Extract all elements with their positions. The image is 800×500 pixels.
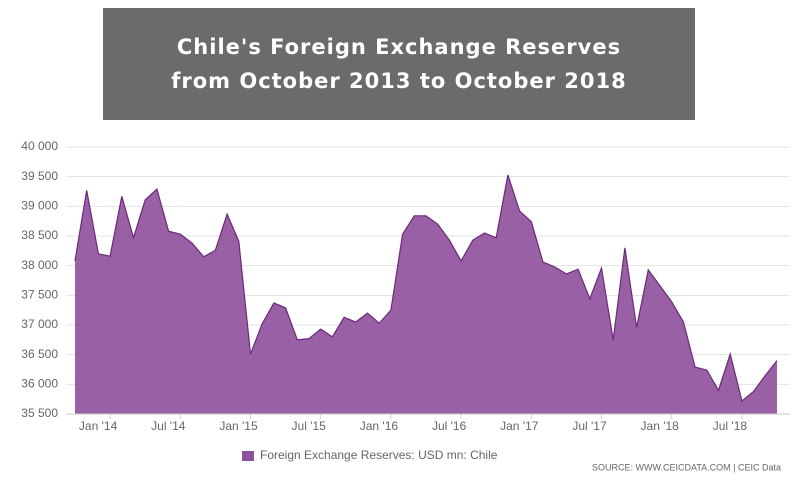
area-fill — [75, 174, 777, 414]
x-tick-label: Jan '18 — [641, 419, 680, 433]
x-tick-label: Jul '17 — [572, 419, 607, 433]
x-tick-label: Jul '18 — [713, 419, 748, 433]
x-tick-label: Jul '14 — [151, 419, 186, 433]
source-note: SOURCE: WWW.CEICDATA.COM | CEIC Data — [592, 462, 781, 472]
y-tick-label: 36 000 — [21, 377, 58, 391]
x-tick-label: Jul '15 — [292, 419, 327, 433]
chart-title: Chile's Foreign Exchange Reserves from O… — [103, 8, 695, 120]
x-tick-label: Jan '16 — [360, 419, 399, 433]
x-tick-label: Jan '14 — [79, 419, 118, 433]
legend-swatch — [242, 451, 254, 461]
y-tick-label: 36 500 — [21, 347, 58, 361]
legend-label: Foreign Exchange Reserves: USD mn: Chile — [260, 448, 498, 462]
x-tick-label: Jul '16 — [432, 419, 467, 433]
y-tick-label: 37 500 — [21, 288, 58, 302]
area-line — [74, 174, 778, 403]
y-tick-label: 39 000 — [21, 199, 58, 213]
y-tick-label: 38 000 — [21, 258, 58, 272]
x-tick-label: Jan '15 — [219, 419, 258, 433]
x-tick-label: Jan '17 — [500, 419, 539, 433]
y-tick-label: 39 500 — [21, 169, 58, 183]
y-tick-label: 40 000 — [21, 139, 58, 153]
y-tick-label: 35 500 — [21, 406, 58, 420]
y-tick-label: 38 500 — [21, 228, 58, 242]
y-tick-label: 37 000 — [21, 317, 58, 331]
